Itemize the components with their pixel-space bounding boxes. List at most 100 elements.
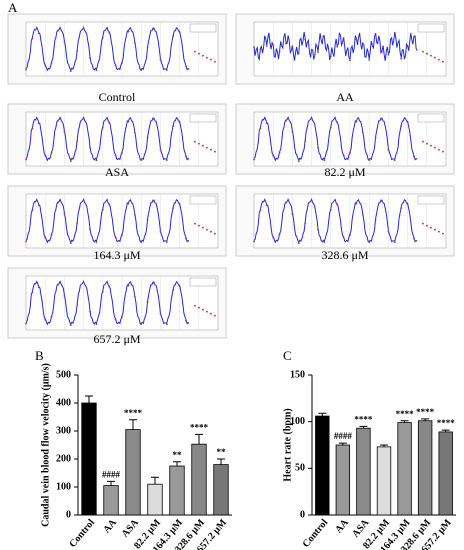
error-bar (441, 429, 450, 432)
trace-thumbnail (7, 267, 227, 339)
trace-point (355, 120, 358, 123)
trace-thumbnail (235, 185, 455, 257)
trace-point (253, 240, 255, 243)
trace-point (310, 117, 313, 120)
trace-point (127, 30, 130, 33)
trace-point (259, 209, 262, 212)
trace-point (438, 148, 440, 151)
trace-point (140, 69, 143, 72)
trace-thumbnail (235, 13, 455, 85)
trace-point (329, 126, 332, 129)
trace-point (265, 122, 268, 125)
x-tick-label: Control (301, 517, 331, 550)
bar (191, 443, 207, 516)
trace-point (336, 121, 339, 124)
trace-point (165, 241, 168, 244)
trace-point (108, 203, 111, 206)
trace-point (165, 323, 168, 326)
bar (315, 415, 330, 516)
trace-point (210, 58, 212, 61)
trace-point (272, 236, 275, 239)
trace-point (25, 240, 27, 243)
trace-point (95, 69, 98, 72)
trace-point (63, 131, 66, 133)
trace-point (76, 140, 79, 143)
trace-point (291, 213, 294, 215)
trace-point (57, 284, 59, 286)
trace-point (50, 61, 53, 64)
x-tick-label: Control (67, 517, 97, 550)
trace-line (253, 31, 418, 61)
trace-point (336, 45, 339, 48)
trace-line (253, 116, 418, 162)
trace-point (101, 36, 104, 39)
trace-point (172, 35, 175, 38)
trace-point (202, 144, 204, 147)
y-tick-label: 150 (290, 369, 305, 380)
trace-point (381, 118, 383, 121)
trace-point (400, 125, 403, 128)
trace-point (285, 202, 287, 204)
trace-point (265, 45, 268, 47)
bar (397, 422, 412, 516)
bar (103, 485, 119, 516)
trace-point (317, 51, 319, 53)
trace-point (430, 226, 432, 229)
trace-caption: Control (99, 90, 136, 104)
trace-point (178, 31, 181, 34)
trace-point (291, 131, 294, 133)
trace-point (355, 202, 358, 205)
trace-point (140, 241, 143, 244)
y-tick-label: 200 (56, 453, 71, 464)
trace-point (310, 199, 313, 202)
trace-point (114, 154, 117, 157)
trace-point (434, 56, 436, 59)
trace-point (406, 121, 409, 124)
y-tick-label: 100 (56, 481, 71, 492)
error-bar (359, 425, 368, 429)
y-tick-label: 300 (56, 425, 71, 436)
trace-legend (189, 113, 217, 123)
trace-point (172, 289, 175, 292)
trace-point (336, 203, 339, 206)
trace-point (172, 125, 175, 128)
trace-point (422, 222, 424, 225)
trace-point (114, 64, 117, 67)
trace-point (349, 234, 351, 236)
trace-thumbnail (235, 103, 455, 175)
significance-label: #### (102, 469, 121, 479)
trace-caption: ASA (105, 165, 129, 179)
y-tick-label: 0 (66, 509, 71, 520)
trace-point (37, 286, 40, 289)
trace-point (165, 159, 168, 162)
trace-point (278, 50, 281, 53)
trace-legend (417, 23, 445, 33)
trace-point (108, 285, 111, 288)
trace-point (349, 152, 351, 154)
trace-point (381, 50, 383, 53)
trace-point (317, 146, 319, 149)
trace-caption: 657.2 μM (93, 332, 140, 346)
trace-point (82, 199, 85, 202)
significance-label: ** (173, 450, 183, 460)
trace-thumbnail (7, 185, 227, 257)
trace-point (172, 207, 175, 210)
y-tick-label: 100 (290, 416, 305, 427)
trace-point (253, 158, 255, 161)
trace-point (272, 44, 275, 47)
trace-point (438, 230, 440, 233)
trace-point (400, 207, 403, 210)
trace-point (413, 155, 415, 158)
trace-point (422, 50, 424, 53)
y-tick-label: 0 (300, 509, 305, 520)
trace-point (63, 213, 66, 215)
trace-point (194, 304, 196, 307)
trace-point (206, 56, 208, 59)
trace-point (430, 144, 432, 147)
trace-point (214, 60, 216, 63)
x-tick-label: AA (101, 517, 119, 536)
trace-point (89, 310, 91, 313)
trace-point (434, 228, 436, 231)
trace-point (44, 318, 47, 321)
